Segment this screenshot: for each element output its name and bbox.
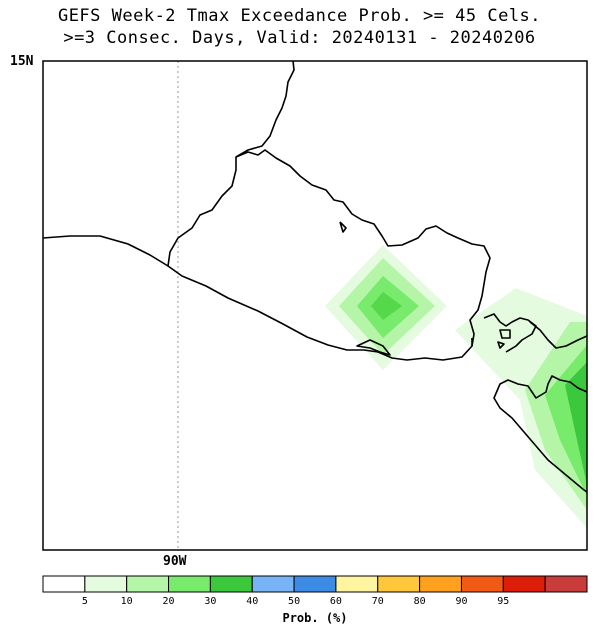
legend-swatch-7 bbox=[335, 575, 379, 593]
legend-swatch-12 bbox=[544, 575, 588, 593]
legend-tick-label: 60 bbox=[330, 596, 342, 607]
legend-swatch-3 bbox=[168, 575, 211, 593]
map-title-line-1: GEFS Week-2 Tmax Exceedance Prob. >= 45 … bbox=[57, 6, 542, 26]
coastlines bbox=[42, 60, 588, 493]
gulf-fonseca-coast bbox=[483, 313, 537, 353]
latitude-label-15n: 15N bbox=[10, 54, 34, 69]
legend-title: Prob. (%) bbox=[282, 611, 348, 625]
legend-swatch-11 bbox=[502, 575, 546, 593]
legend-swatch-2 bbox=[126, 575, 170, 593]
legend-swatch-5 bbox=[251, 575, 295, 593]
legend-swatch-0 bbox=[42, 575, 86, 593]
probability-shading-central bbox=[325, 245, 447, 370]
prob-contour-east-30-40 bbox=[565, 362, 587, 485]
honduras-nicaragua-border bbox=[529, 321, 588, 349]
coastal-lagoon bbox=[356, 339, 391, 356]
island-lake bbox=[339, 221, 347, 233]
legend-tick-label: 10 bbox=[121, 596, 133, 607]
legend-tick-label: 80 bbox=[414, 596, 426, 607]
probability-map bbox=[42, 60, 588, 551]
border-north bbox=[235, 60, 295, 158]
gulf-island bbox=[499, 329, 511, 339]
prob-contour-30-peak bbox=[371, 292, 402, 320]
legend-tick-label: 30 bbox=[204, 596, 216, 607]
legend-tick-label: 50 bbox=[288, 596, 300, 607]
longitude-label-90w: 90W bbox=[163, 554, 187, 569]
legend-swatch-6 bbox=[293, 575, 337, 593]
legend-swatch-8 bbox=[377, 575, 421, 593]
legend-tick-label: 20 bbox=[163, 596, 175, 607]
map-frame bbox=[42, 60, 588, 551]
nicaragua-pacific-coast bbox=[493, 375, 588, 493]
legend-swatch-10 bbox=[460, 575, 504, 593]
legend-swatch-4 bbox=[209, 575, 253, 593]
probability-shading-east bbox=[455, 288, 587, 528]
pacific-coastline bbox=[42, 235, 473, 361]
legend-tick-label: 70 bbox=[372, 596, 384, 607]
legend-tick-label: 40 bbox=[246, 596, 258, 607]
legend-tick-label: 95 bbox=[497, 596, 509, 607]
map-title-line-2: >=3 Consec. Days, Valid: 20240131 - 2024… bbox=[63, 28, 536, 48]
legend-tick-label: 5 bbox=[82, 596, 88, 607]
color-legend: 5 10 20 30 40 50 60 70 80 90 95 bbox=[42, 575, 588, 607]
gulf-islet bbox=[497, 341, 505, 349]
legend-swatch-9 bbox=[419, 575, 462, 593]
legend-swatch-1 bbox=[84, 575, 128, 593]
legend-tick-label: 90 bbox=[455, 596, 467, 607]
border-el-salvador bbox=[167, 149, 491, 347]
